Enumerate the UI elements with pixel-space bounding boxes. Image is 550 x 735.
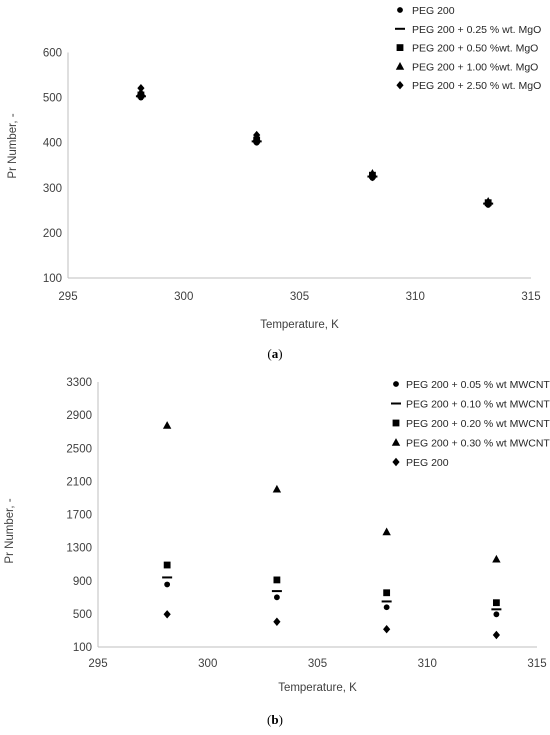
chart-b-caption: (b): [267, 712, 283, 727]
chart-a-legend-label-4: PEG 200 + 2.50 % wt. MgO: [412, 80, 541, 92]
chart-b-legend-label-2: PEG 200 + 0.20 % wt MWCNT: [406, 418, 550, 430]
chart-b-y-tick-label: 2500: [66, 443, 92, 455]
chart-b-series-3-point: [272, 484, 282, 493]
chart-b-x-axis-title: Temperature, K: [278, 682, 357, 694]
chart-a-series-4-point: [368, 172, 377, 182]
chart-b-legend-label-1: PEG 200 + 0.10 % wt MWCNT: [406, 399, 550, 411]
chart-a-y-axis-title: Pr Number, -: [7, 113, 19, 178]
chart-a-legend-marker-4: [396, 81, 404, 90]
chart-a-legend-marker-1: [395, 27, 405, 30]
chart-b-series-4-point: [163, 610, 171, 619]
chart-b-x-tick-label: 310: [418, 658, 437, 670]
chart-a-x-tick-label: 305: [290, 291, 309, 303]
chart-b-x-tick-label: 305: [308, 658, 327, 670]
chart-a-y-tick-label: 100: [43, 273, 62, 285]
chart-b-series-3-point: [492, 554, 501, 563]
chart-b-series-3-point: [382, 527, 391, 536]
chart-b-series-2-point: [273, 576, 281, 584]
chart-a-legend-label-3: PEG 200 + 1.00 %wt. MgO: [412, 61, 538, 73]
chart-a-y-tick-label: 400: [43, 138, 62, 150]
chart-a-y-tick-label: 200: [43, 228, 62, 240]
chart-b-series-2-point: [163, 561, 171, 569]
chart-b-legend-label-0: PEG 200 + 0.05 % wt MWCNT: [406, 379, 550, 391]
chart-b-y-tick-label: 100: [73, 642, 92, 654]
chart-b-series-4-point: [273, 617, 281, 626]
chart-a-caption: (a): [267, 346, 282, 361]
chart-a-series-4-point: [137, 83, 145, 93]
chart-b-series-1-point: [491, 608, 502, 611]
chart-b-series-4-point: [383, 624, 391, 634]
chart-b-legend-marker-1: [391, 402, 401, 405]
chart-b-legend-marker-3: [391, 438, 401, 446]
chart-b-series-2-point: [383, 589, 391, 597]
chart-b-legend-label-4: PEG 200: [406, 457, 449, 469]
chart-b-legend-marker-2: [392, 419, 400, 427]
chart-a-y-tick-label: 500: [43, 93, 62, 105]
chart-b-y-tick-label: 2100: [66, 476, 92, 488]
chart-b-y-tick-label: 2900: [66, 410, 92, 422]
chart-a-series-4-point: [253, 130, 261, 140]
chart-a-x-tick-label: 295: [58, 291, 77, 303]
chart-a-x-tick-label: 315: [521, 291, 540, 303]
chart-a: 100 200 300 400 500 600 295 300 305 310 315 Tempera…: [7, 5, 541, 361]
chart-b-x-tick-label: 295: [88, 658, 107, 670]
chart-a-x-tick-label: 300: [174, 291, 193, 303]
chart-a-y-tick-label: 600: [43, 48, 62, 60]
chart-b-series-0-point: [493, 611, 500, 618]
chart-b-y-axis-title: Pr Number, -: [4, 498, 16, 563]
chart-b-series-2-point: [492, 599, 500, 607]
chart-b-series-1-point: [162, 576, 173, 579]
chart-a-x-tick-label: 310: [406, 291, 425, 303]
chart-b-y-tick-label: 1700: [66, 510, 92, 522]
chart-b-x-tick-label: 300: [198, 658, 217, 670]
chart-a-x-axis-title: Temperature, K: [260, 319, 339, 331]
chart-b-y-tick-label: 900: [73, 576, 92, 588]
chart-b: 100 500 900 1300 1700 2100 2500 2900 3300 295 300 3…: [4, 377, 550, 727]
chart-a-legend-marker-2: [396, 44, 404, 51]
chart-a-legend-marker-0: [397, 7, 403, 13]
chart-b-series-0-point: [383, 604, 390, 611]
chart-b-y-tick-label: 500: [73, 609, 92, 621]
chart-b-y-tick-label: 1300: [66, 543, 92, 555]
chart-b-legend-label-3: PEG 200 + 0.30 % wt MWCNT: [406, 438, 550, 450]
chart-b-x-tick-label: 315: [527, 658, 546, 670]
chart-b-series-0-point: [273, 594, 280, 601]
chart-b-series-1-point: [271, 590, 282, 593]
chart-b-series-1-point: [381, 600, 392, 603]
chart-b-series-4-point: [492, 630, 500, 640]
chart-a-legend-label-1: PEG 200 + 0.25 % wt. MgO: [412, 24, 541, 36]
chart-b-y-tick-label: 3300: [66, 377, 92, 389]
chart-a-series-4-point: [484, 198, 492, 207]
chart-b-legend-marker-4: [392, 457, 400, 467]
chart-a-legend-marker-3: [395, 62, 405, 70]
chart-b-legend-marker-0: [393, 381, 399, 387]
chart-b-series-0-point: [164, 581, 171, 588]
chart-a-legend-label-2: PEG 200 + 0.50 %wt. MgO: [412, 43, 538, 55]
chart-a-legend-label-0: PEG 200: [412, 5, 455, 17]
chart-a-y-tick-label: 300: [43, 183, 62, 195]
chart-b-series-3-point: [162, 421, 172, 429]
